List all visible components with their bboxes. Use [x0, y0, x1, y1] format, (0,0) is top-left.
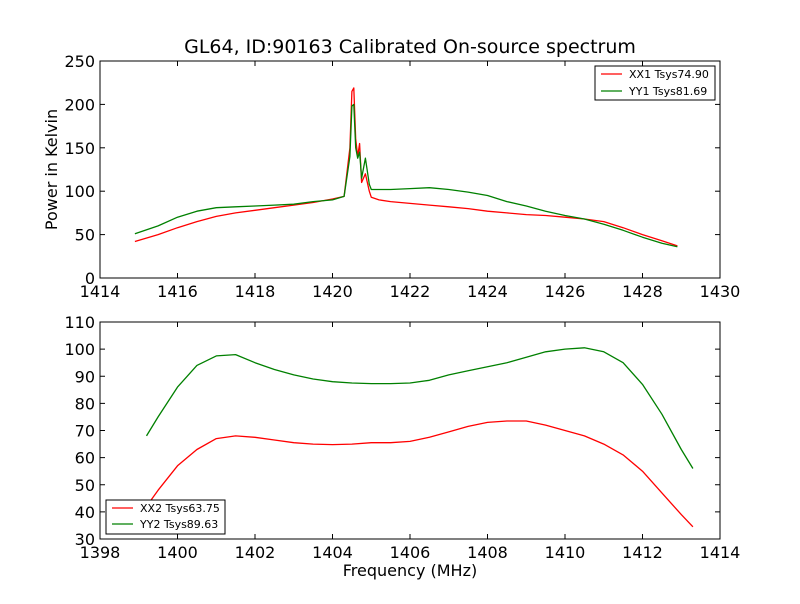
- top-x-tick-label: 1422: [390, 282, 431, 301]
- bottom-y-tick-label: 30: [75, 530, 95, 549]
- top-legend-label-yy1: YY1 Tsys81.69: [628, 85, 707, 98]
- top-y-tick-label: 200: [64, 95, 95, 114]
- top-x-tick-label: 1418: [235, 282, 276, 301]
- top-series-line-green: [134, 103, 678, 248]
- top-x-tick-label: 1428: [622, 282, 663, 301]
- top-x-tick-label: 1414: [80, 282, 121, 301]
- bottom-x-axis-label: Frequency (MHz): [343, 561, 477, 580]
- bottom-series-line-red: [145, 420, 694, 528]
- top-y-ticks: 0 50 100 150 200 250: [64, 52, 720, 288]
- top-legend-label-xx1: XX1 Tsys74.90: [629, 68, 709, 81]
- top-x-tick-label: 1426: [545, 282, 586, 301]
- bottom-x-tick-label: 1408: [467, 543, 508, 562]
- top-x-tick-label: 1420: [312, 282, 353, 301]
- bottom-y-tick-label: 70: [75, 422, 95, 441]
- bottom-legend-label-xx2: XX2 Tsys63.75: [140, 502, 220, 515]
- top-plot: 1414 1416 1418 1420 1422 1424 1426 1428 1430 0 50…: [42, 52, 740, 301]
- bottom-plot: 1398 1400 1402 1404 1406 1408 1410 1412 1414 30 4…: [64, 313, 740, 580]
- top-y-axis-label: Power in Kelvin: [42, 109, 61, 230]
- bottom-y-tick-label: 100: [64, 340, 95, 359]
- top-y-tick-label: 50: [75, 226, 95, 245]
- bottom-x-tick-label: 1398: [80, 543, 121, 562]
- bottom-series-line-green: [145, 347, 694, 469]
- bottom-y-tick-label: 40: [75, 503, 95, 522]
- top-x-tick-label: 1424: [467, 282, 508, 301]
- bottom-series-group: [145, 347, 694, 528]
- bottom-legend-box: [105, 499, 226, 535]
- bottom-x-tick-label: 1402: [235, 543, 276, 562]
- bottom-legend: XX2 Tsys63.75 YY2 Tsys89.63: [105, 499, 226, 535]
- top-x-tick-label: 1416: [157, 282, 198, 301]
- bottom-x-tick-label: 1412: [622, 543, 663, 562]
- top-series-group: [134, 87, 678, 248]
- bottom-y-ticks: 30 40 50 60 70 80 90 100 110: [64, 313, 720, 549]
- bottom-x-ticks: 1398 1400 1402 1404 1406 1408 1410 1412 1414: [80, 322, 741, 562]
- top-x-tick-label: 1430: [700, 282, 741, 301]
- top-legend: XX1 Tsys74.90 YY1 Tsys81.69: [594, 65, 716, 101]
- top-y-tick-label: 250: [64, 52, 95, 71]
- bottom-y-tick-label: 90: [75, 367, 95, 386]
- top-y-tick-label: 0: [85, 269, 95, 288]
- bottom-x-tick-label: 1414: [700, 543, 741, 562]
- top-y-tick-label: 150: [64, 139, 95, 158]
- top-series-line-red: [134, 87, 678, 247]
- bottom-x-tick-label: 1400: [157, 543, 198, 562]
- chart-title: GL64, ID:90163 Calibrated On-source spec…: [184, 36, 636, 58]
- bottom-y-tick-label: 80: [75, 394, 95, 413]
- bottom-x-tick-label: 1410: [545, 543, 586, 562]
- top-y-tick-label: 100: [64, 182, 95, 201]
- bottom-x-tick-label: 1406: [390, 543, 431, 562]
- bottom-legend-label-yy2: YY2 Tsys89.63: [139, 518, 218, 531]
- bottom-y-tick-label: 110: [64, 313, 95, 332]
- bottom-y-tick-label: 60: [75, 449, 95, 468]
- top-x-ticks: 1414 1416 1418 1420 1422 1424 1426 1428 1430: [80, 61, 741, 301]
- bottom-x-tick-label: 1404: [312, 543, 353, 562]
- top-legend-box: [594, 65, 716, 101]
- bottom-y-tick-label: 50: [75, 476, 95, 495]
